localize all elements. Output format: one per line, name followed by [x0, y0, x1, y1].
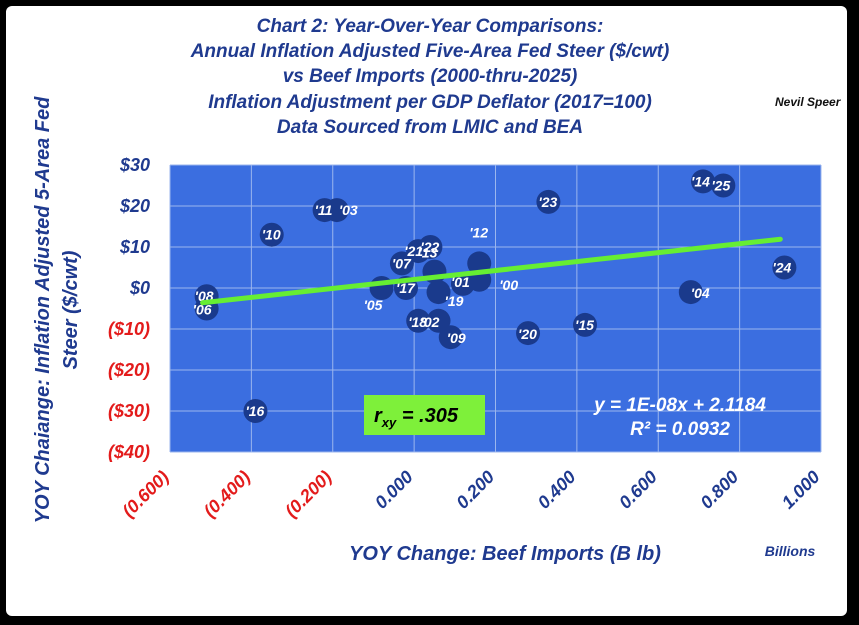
author-credit: Nevil Speer	[775, 95, 842, 109]
point-label: '11	[315, 202, 333, 218]
point-label: '13	[418, 245, 437, 261]
x-axis-ticks: (0.600) (0.400) (0.200) 0.000 0.200 0.400 0.60…	[118, 467, 823, 521]
point-label: '15	[575, 317, 594, 333]
data-point	[259, 222, 284, 247]
y-axis-title-line-1: YOY Chaiange: Inflation Adjusted 5-Area …	[32, 96, 54, 524]
x-tick-label: (0.400)	[200, 467, 254, 521]
point-label: '18	[408, 314, 427, 330]
y-tick-label: ($10)	[108, 319, 150, 339]
point-label: '09	[447, 330, 466, 346]
point-label: '03	[339, 202, 358, 218]
rxy-r: r	[374, 405, 383, 427]
point-label: '04	[691, 285, 710, 301]
title-line-3: vs Beef Imports (2000-thru-2025)	[283, 66, 578, 87]
x-tick-label: 0.200	[452, 467, 498, 513]
title-line-5: Data Sourced from LMIC and BEA	[277, 117, 583, 138]
point-label: '00	[499, 277, 518, 293]
title-line-4: Inflation Adjustment per GDP Deflator (2…	[208, 92, 652, 113]
y-axis-ticks: $30 $20 $10 $0 ($10) ($20) ($30) ($40)	[108, 155, 150, 462]
rxy-box	[364, 395, 485, 435]
point-label: '21	[404, 243, 423, 259]
point-label: '07	[392, 255, 412, 271]
x-tick-label: 0.000	[371, 467, 417, 513]
point-label: '02	[421, 314, 440, 330]
data-point	[243, 399, 268, 423]
x-tick-label: (0.600)	[118, 467, 172, 521]
data-point	[772, 255, 797, 280]
data-point	[516, 321, 541, 346]
point-label: '14	[691, 173, 710, 189]
point-label: '19	[445, 293, 464, 309]
data-point	[438, 325, 463, 350]
point-label: '25	[711, 178, 730, 194]
data-point	[418, 235, 443, 259]
x-tick-label: (0.200)	[281, 467, 335, 521]
y-tick-label: $30	[119, 155, 150, 175]
rxy-value: = .305	[396, 405, 459, 427]
x-axis-title: YOY Change: Beef Imports (B lb)	[349, 543, 661, 565]
point-label: '10	[262, 227, 281, 243]
rxy-subscript: xy	[381, 415, 397, 430]
point-label: '05	[364, 297, 383, 313]
point-label: '12	[469, 224, 488, 240]
data-point	[312, 198, 337, 223]
title-line-1: Chart 2: Year-Over-Year Comparisons:	[257, 16, 604, 37]
rxy-label: rxy = .305	[374, 405, 459, 430]
y-axis-title: YOY Chaiange: Inflation Adjusted 5-Area …	[32, 96, 82, 524]
x-axis-units: Billions	[765, 543, 816, 559]
x-tick-label: 0.800	[696, 467, 742, 513]
point-label: '06	[193, 302, 212, 318]
point-label: '01	[451, 274, 470, 290]
point-label: '24	[772, 260, 791, 276]
y-tick-label: ($40)	[108, 442, 150, 462]
chart-title: Chart 2: Year-Over-Year Comparisons: Ann…	[190, 16, 670, 138]
data-point	[389, 251, 414, 276]
point-label: '16	[245, 403, 264, 419]
y-tick-label: $20	[119, 196, 150, 216]
data-point	[711, 173, 736, 198]
point-label: '22	[420, 239, 439, 255]
trend-equation: y = 1E-08x + 2.1184	[593, 395, 766, 416]
y-tick-label: $10	[119, 237, 150, 257]
y-axis-title-line-2: Steer ($/cwt)	[60, 250, 82, 369]
title-line-2: Annual Inflation Adjusted Five-Area Fed …	[190, 41, 670, 62]
data-point	[573, 312, 598, 337]
data-point	[426, 280, 451, 305]
y-tick-label: ($30)	[108, 401, 150, 421]
x-tick-label: 1.000	[778, 467, 824, 513]
data-point	[406, 308, 431, 333]
x-tick-label: 0.400	[534, 467, 580, 513]
y-tick-label: ($20)	[108, 360, 150, 380]
data-point	[536, 189, 561, 214]
x-tick-label: 0.600	[615, 467, 661, 513]
point-label: '23	[538, 194, 557, 210]
data-point	[691, 169, 716, 194]
gridlines	[169, 164, 822, 453]
point-label: '20	[518, 326, 537, 342]
y-tick-label: $0	[129, 278, 150, 298]
trend-r-squared: R² = 0.0932	[630, 419, 730, 440]
trendline	[200, 236, 783, 306]
point-label: '17	[396, 280, 416, 296]
data-point	[450, 271, 475, 296]
data-point	[426, 308, 451, 333]
data-point	[678, 280, 703, 305]
